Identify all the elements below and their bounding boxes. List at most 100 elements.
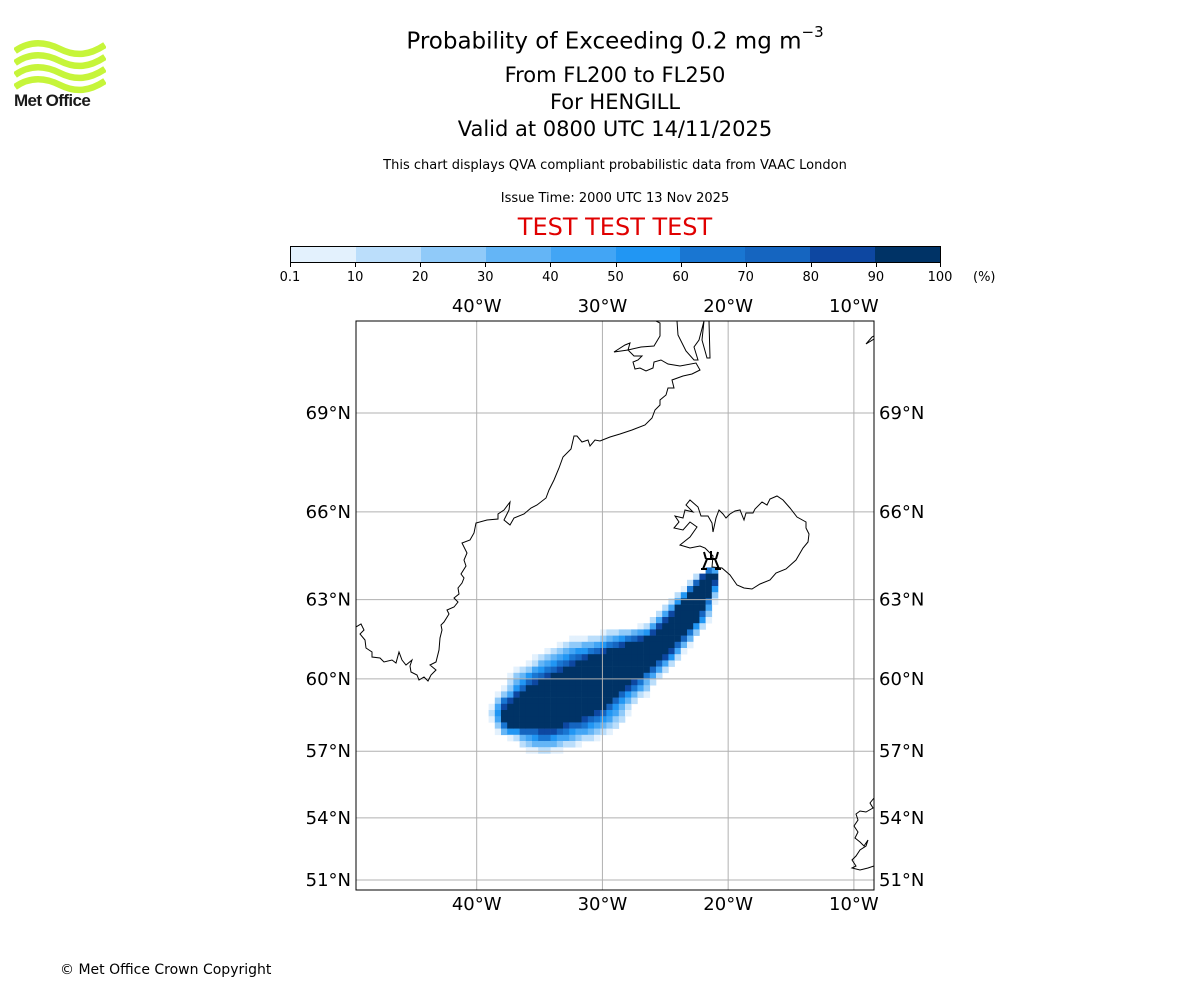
- colorbar: [290, 246, 941, 263]
- probability-cell: [581, 635, 589, 643]
- colorbar-segment: [875, 247, 941, 262]
- test-banner: TEST TEST TEST: [517, 213, 713, 241]
- probability-cell: [625, 685, 632, 692]
- probability-cell: [581, 728, 589, 736]
- probability-cell: [581, 691, 589, 698]
- probability-cell: [556, 728, 564, 736]
- probability-cell: [612, 666, 620, 674]
- probability-cell: [662, 648, 669, 655]
- probability-cell: [656, 660, 663, 667]
- probability-cell: [600, 666, 607, 674]
- probability-cell: [563, 716, 570, 723]
- map-frame: [355, 320, 875, 891]
- probability-cell: [711, 573, 719, 581]
- probability-cell: [532, 679, 539, 686]
- probability-cell: [662, 604, 669, 612]
- probability-cell: [699, 586, 706, 593]
- probability-cell: [581, 654, 589, 661]
- probability-cell: [569, 648, 576, 655]
- probability-cell: [563, 728, 570, 736]
- probability-cell: [550, 716, 558, 723]
- probability-cell: [532, 654, 539, 661]
- probability-cell: [674, 635, 682, 643]
- probability-cell: [625, 672, 632, 680]
- probability-cell: [513, 679, 520, 686]
- probability-cell: [656, 641, 663, 649]
- probability-cell: [612, 672, 620, 680]
- probability-cell: [600, 716, 607, 723]
- logo-wave: [14, 52, 106, 70]
- y-axis-labels-right: 69°N 66°N 63°N 60°N 57°N 54°N 51°N: [879, 403, 924, 891]
- probability-cell: [575, 703, 582, 711]
- probability-cell: [525, 660, 533, 667]
- probability-cell: [687, 629, 694, 636]
- probability-cell: [513, 728, 520, 736]
- probability-cell: [662, 660, 669, 667]
- probability-cell: [600, 672, 607, 680]
- x-tick-label: 40°W: [452, 894, 502, 915]
- probability-cell: [575, 722, 582, 729]
- colorbar-tick-label: 10: [346, 270, 364, 285]
- colorbar-segment: [291, 247, 356, 262]
- probability-cell: [600, 685, 607, 692]
- probability-cell: [594, 710, 601, 717]
- probability-cell: [643, 648, 651, 655]
- probability-cell: [550, 722, 558, 729]
- probability-cell: [525, 747, 533, 754]
- probability-cell: [507, 679, 514, 686]
- probability-cell: [538, 666, 545, 674]
- probability-cell: [587, 635, 595, 643]
- probability-cell: [525, 666, 533, 674]
- probability-cell: [668, 635, 675, 643]
- colorbar-tick-label: 50: [607, 270, 624, 285]
- probability-cell: [594, 703, 601, 711]
- probability-cell: [538, 722, 545, 729]
- probability-cell: [606, 703, 613, 711]
- probability-cell: [587, 716, 595, 723]
- probability-cell: [649, 635, 657, 643]
- probability-cell: [575, 728, 582, 736]
- probability-cell: [668, 617, 675, 624]
- probability-cell: [575, 654, 582, 661]
- probability-cell: [569, 716, 576, 723]
- probability-cell: [513, 697, 520, 705]
- logo-wave: [14, 40, 106, 58]
- probability-cell: [556, 722, 564, 729]
- probability-cell: [507, 672, 514, 680]
- probability-cell: [587, 654, 595, 661]
- probability-cell: [668, 654, 675, 661]
- y-tick-label: 54°N: [306, 808, 351, 829]
- probability-cell: [507, 691, 514, 698]
- probability-cell: [594, 722, 601, 729]
- colorbar-tick-label: 20: [411, 270, 429, 285]
- probability-cell: [643, 629, 651, 636]
- probability-cell: [705, 579, 713, 587]
- probability-cell: [488, 716, 496, 723]
- probability-cell: [544, 734, 551, 742]
- probability-cell: [594, 734, 601, 742]
- probability-cell: [649, 629, 657, 636]
- probability-cell: [668, 598, 675, 605]
- probability-cell: [612, 722, 620, 729]
- probability-cell: [563, 654, 570, 661]
- probability-cell: [606, 641, 613, 649]
- probability-cell: [674, 641, 682, 649]
- probability-cell: [519, 703, 527, 711]
- logo-wave: [14, 76, 106, 94]
- probability-cell: [581, 703, 589, 711]
- probability-cell: [687, 641, 694, 649]
- probability-cell: [538, 654, 545, 661]
- y-tick-label: 51°N: [879, 870, 924, 891]
- colorbar-segment: [355, 247, 421, 262]
- probability-cell: [693, 573, 700, 581]
- probability-cell: [519, 685, 527, 692]
- probability-cell: [687, 592, 694, 599]
- probability-cell: [687, 635, 694, 643]
- probability-cell: [693, 598, 700, 605]
- y-tick-label: 60°N: [306, 669, 351, 690]
- probability-cell: [525, 710, 533, 717]
- probability-cell: [538, 697, 545, 705]
- probability-cell: [612, 716, 620, 723]
- colorbar-tick: [810, 263, 812, 267]
- coastline-iceland: [673, 495, 810, 590]
